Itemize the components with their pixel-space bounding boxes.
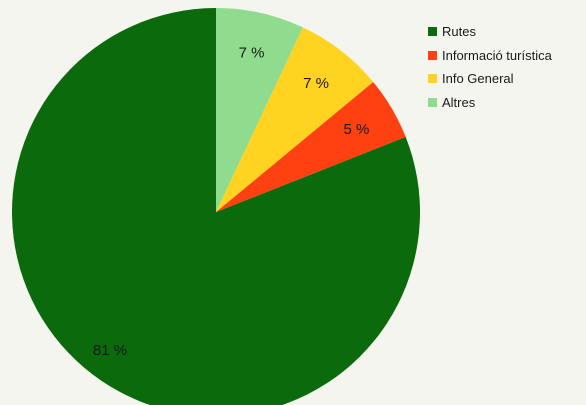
pie-slice-altres	[216, 8, 303, 212]
legend-swatch-informacio-turistica	[428, 50, 437, 60]
pie-slice-rutes	[12, 8, 420, 405]
pie-slice-informacio-turistica	[216, 81, 406, 212]
legend-item-rutes: Rutes	[428, 20, 552, 44]
legend-item-informacio-turistica: Informació turística	[428, 44, 552, 68]
legend-swatch-info-general	[428, 74, 437, 84]
legend-label-altres: Altres	[442, 94, 476, 110]
slice-label-rutes: 81 %	[93, 342, 127, 359]
legend-item-info-general: Info General	[428, 67, 552, 91]
chart-legend: Rutes Informació turística Info General …	[428, 20, 552, 114]
legend-label-informacio-turistica: Informació turística	[442, 47, 552, 63]
slice-label-altres: 7 %	[239, 45, 265, 62]
legend-label-info-general: Info General	[442, 71, 514, 86]
legend-swatch-rutes	[428, 27, 437, 37]
legend-swatch-altres	[428, 97, 437, 107]
slice-label-info-general: 7 %	[303, 75, 329, 92]
pie-slice-info-general	[216, 27, 374, 212]
slice-label-informacio-turistica: 5 %	[344, 121, 370, 138]
legend-label-rutes: Rutes	[442, 24, 476, 39]
legend-item-altres: Altres	[428, 91, 552, 115]
